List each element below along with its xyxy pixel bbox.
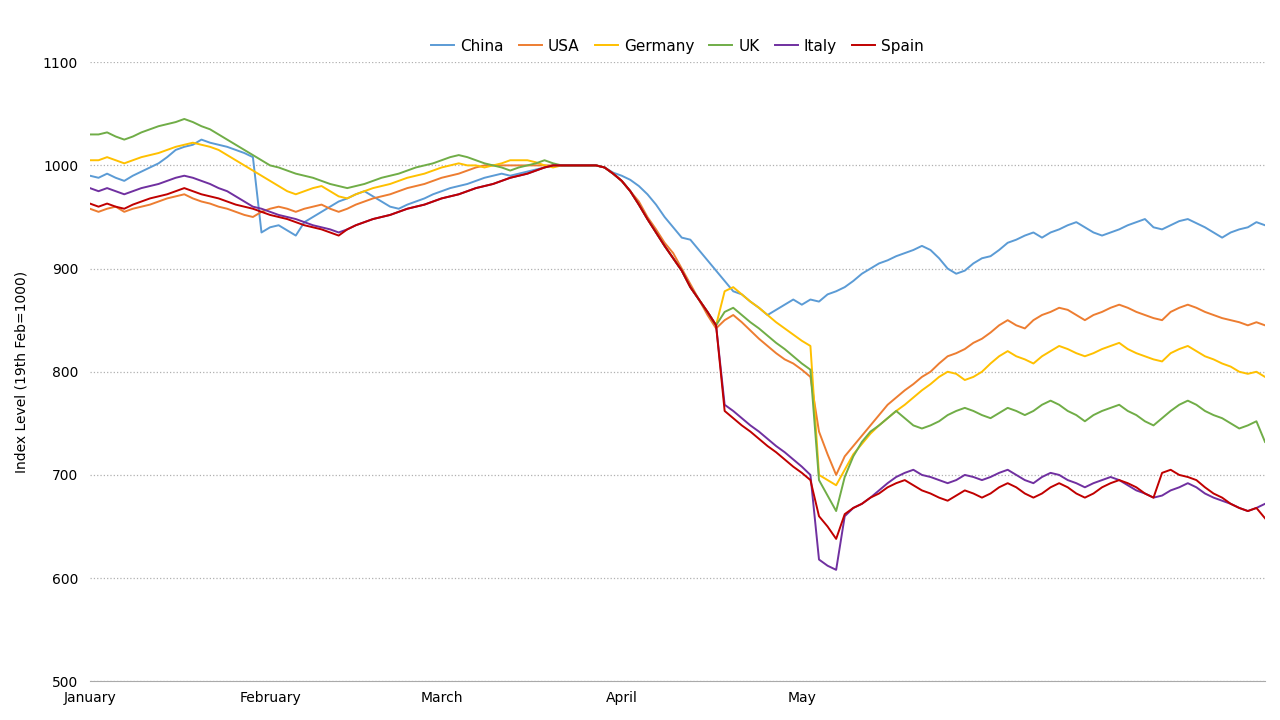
Germany — [554, 161, 570, 170]
China — [193, 135, 209, 144]
USA — [1249, 318, 1265, 327]
Spain — [1249, 503, 1265, 512]
Line: Spain: Spain — [90, 166, 1265, 539]
Spain — [940, 496, 955, 505]
USA — [1094, 307, 1110, 316]
UK — [1094, 407, 1110, 415]
Y-axis label: Index Level (19th Feb=1000): Index Level (19th Feb=1000) — [15, 271, 29, 473]
Germany — [828, 481, 844, 490]
Italy — [1257, 500, 1272, 508]
Line: China: China — [90, 140, 1265, 315]
Italy — [82, 184, 97, 192]
UK — [554, 161, 570, 170]
Line: UK: UK — [90, 119, 1265, 511]
UK — [940, 411, 955, 420]
China — [1249, 218, 1265, 227]
Italy — [545, 161, 561, 170]
UK — [177, 114, 192, 123]
UK — [82, 130, 97, 139]
Spain — [511, 171, 526, 180]
UK — [1249, 417, 1265, 426]
Line: Germany: Germany — [90, 143, 1265, 485]
USA — [554, 161, 570, 170]
USA — [1257, 321, 1272, 330]
Italy — [760, 434, 776, 443]
Italy — [1094, 476, 1110, 485]
Italy — [511, 171, 526, 180]
China — [82, 171, 97, 180]
UK — [760, 331, 776, 340]
Italy — [828, 565, 844, 574]
Italy — [940, 479, 955, 487]
Italy — [1249, 503, 1265, 512]
Germany — [520, 156, 535, 165]
Germany — [1249, 367, 1265, 376]
UK — [520, 161, 535, 170]
USA — [940, 352, 955, 361]
Spain — [82, 199, 97, 208]
Line: Italy: Italy — [90, 166, 1265, 570]
Spain — [1257, 514, 1272, 523]
Germany — [760, 311, 776, 320]
Germany — [186, 138, 201, 147]
Spain — [545, 161, 561, 170]
USA — [760, 341, 776, 350]
China — [940, 264, 955, 273]
Germany — [940, 367, 955, 376]
USA — [828, 471, 844, 480]
China — [1094, 231, 1110, 240]
USA — [477, 161, 493, 170]
China — [1257, 221, 1272, 230]
Germany — [1257, 372, 1272, 381]
China — [768, 305, 783, 314]
UK — [828, 507, 844, 516]
Germany — [1094, 345, 1110, 354]
Line: USA: USA — [90, 166, 1265, 475]
Spain — [1094, 483, 1110, 492]
Italy — [554, 161, 570, 170]
Spain — [760, 441, 776, 450]
Spain — [554, 161, 570, 170]
Germany — [82, 156, 97, 165]
China — [760, 311, 776, 320]
Spain — [828, 534, 844, 543]
China — [520, 167, 535, 176]
USA — [520, 161, 535, 170]
China — [554, 161, 570, 170]
USA — [82, 204, 97, 213]
Legend: China, USA, Germany, UK, Italy, Spain: China, USA, Germany, UK, Italy, Spain — [425, 32, 931, 60]
UK — [1257, 438, 1272, 446]
